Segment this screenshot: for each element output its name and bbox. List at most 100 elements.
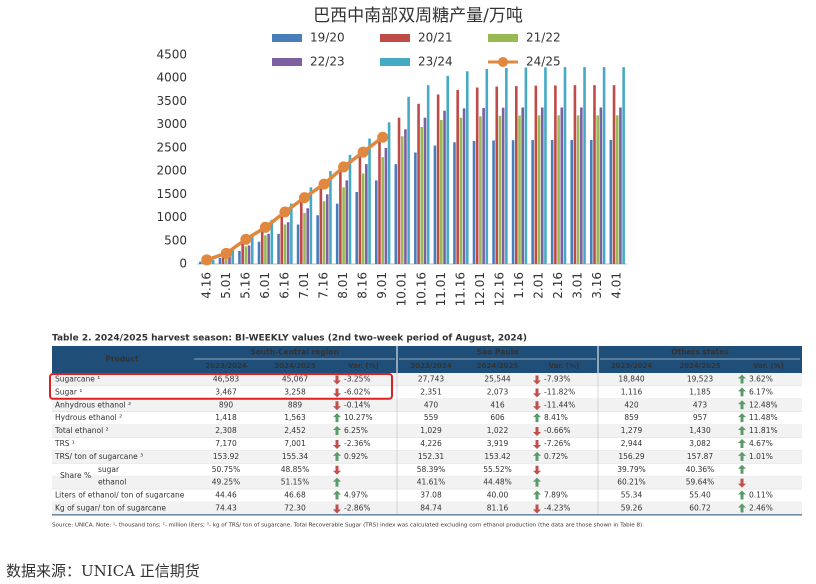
bar bbox=[404, 129, 407, 264]
bar bbox=[257, 241, 261, 264]
bar bbox=[345, 180, 349, 264]
legend-swatch bbox=[272, 58, 302, 66]
bar bbox=[554, 85, 557, 264]
footer: 数据来源：UNICA 正信期货 bbox=[6, 562, 200, 580]
bar bbox=[378, 140, 381, 264]
bar bbox=[557, 115, 560, 264]
row-label: Anhydrous ethanol ² bbox=[55, 400, 131, 409]
value-cell: 84.74 bbox=[420, 503, 442, 512]
line-point bbox=[299, 192, 310, 204]
trend-arrow bbox=[533, 451, 541, 461]
value-cell: 889 bbox=[288, 400, 303, 409]
value-cell: 44.48% bbox=[483, 478, 512, 487]
value-cell: 81.16 bbox=[487, 503, 509, 512]
bar bbox=[426, 85, 430, 264]
legend-label: 19/20 bbox=[310, 31, 345, 45]
value-cell: 46.68 bbox=[284, 491, 306, 500]
value-cell: 606 bbox=[490, 413, 505, 422]
bar bbox=[303, 212, 306, 264]
header-sub: Var. (%) bbox=[348, 362, 379, 370]
value-cell: 55.34 bbox=[621, 491, 643, 500]
value-cell: 59.64% bbox=[686, 478, 715, 487]
bar bbox=[479, 116, 482, 264]
row-bg bbox=[52, 398, 802, 412]
var-cell: 0.11% bbox=[749, 491, 773, 500]
bar bbox=[495, 86, 499, 265]
trend-arrow bbox=[333, 490, 341, 500]
row-bg bbox=[52, 373, 802, 386]
y-tick-label: 1500 bbox=[156, 187, 187, 201]
bar bbox=[290, 203, 293, 264]
bar bbox=[277, 233, 280, 264]
value-cell: 157.87 bbox=[687, 452, 713, 461]
var-cell: 6.17% bbox=[749, 387, 773, 396]
bar bbox=[296, 224, 300, 264]
y-tick-label: 3000 bbox=[156, 117, 187, 131]
line-point bbox=[279, 206, 291, 218]
bar bbox=[615, 115, 619, 264]
table-title: Table 2. 2024/2025 harvest season: BI-WE… bbox=[52, 334, 527, 344]
bar bbox=[472, 140, 476, 264]
bar bbox=[244, 246, 248, 264]
trend-arrow bbox=[533, 427, 541, 437]
bar bbox=[247, 245, 251, 264]
var-cell: 1.01% bbox=[749, 452, 773, 461]
trend-arrow bbox=[533, 439, 541, 449]
var-cell: 4.97% bbox=[344, 491, 368, 500]
trend-arrow bbox=[738, 464, 746, 474]
trend-arrow bbox=[533, 504, 541, 514]
value-cell: 3,082 bbox=[689, 439, 711, 448]
bar bbox=[417, 103, 420, 265]
bar bbox=[241, 238, 244, 264]
trend-arrow bbox=[738, 451, 746, 461]
value-cell: 18,840 bbox=[618, 374, 644, 383]
row-label: ethanol bbox=[98, 478, 126, 487]
value-cell: 19,523 bbox=[687, 374, 713, 383]
var-cell: -3.25% bbox=[344, 374, 371, 383]
bar bbox=[485, 68, 489, 264]
bar bbox=[570, 139, 574, 264]
value-cell: 58.39% bbox=[417, 465, 446, 474]
value-cell: 46,583 bbox=[213, 374, 239, 383]
bar bbox=[482, 107, 485, 265]
bar bbox=[358, 154, 362, 264]
bar bbox=[250, 236, 254, 264]
bar bbox=[300, 198, 303, 264]
bar bbox=[524, 67, 528, 264]
y-tick-label: 4000 bbox=[156, 71, 187, 85]
bar bbox=[456, 89, 459, 264]
x-tick-label: 8.16 bbox=[356, 272, 370, 299]
x-tick-label: 6.01 bbox=[258, 272, 272, 299]
bar bbox=[540, 107, 544, 264]
row-label: Sugar ¹ bbox=[55, 387, 82, 396]
value-cell: 1,418 bbox=[215, 413, 237, 422]
var-cell: 2.46% bbox=[749, 503, 773, 512]
header-sub: 2023/2024 bbox=[410, 362, 452, 370]
x-tick-label: 7.01 bbox=[297, 272, 311, 299]
value-cell: 470 bbox=[424, 400, 439, 409]
bar bbox=[580, 107, 583, 264]
legend-label: 20/21 bbox=[418, 31, 453, 45]
bar bbox=[596, 115, 599, 264]
value-cell: 44.46 bbox=[215, 491, 237, 500]
bar bbox=[387, 122, 391, 264]
row-bg bbox=[52, 476, 802, 490]
trend-arrow bbox=[333, 465, 341, 475]
x-tick-label: 5.01 bbox=[219, 272, 233, 299]
bar bbox=[440, 120, 443, 265]
trend-arrow bbox=[738, 387, 746, 397]
bar bbox=[609, 139, 613, 264]
value-cell: 1,116 bbox=[621, 387, 643, 396]
bar bbox=[270, 219, 274, 264]
x-tick-label: 12.16 bbox=[492, 272, 506, 306]
bar bbox=[355, 192, 359, 264]
bar bbox=[593, 85, 596, 264]
value-cell: 1,185 bbox=[689, 387, 711, 396]
var-cell: 4.67% bbox=[749, 439, 773, 448]
row-label: Total ethanol ² bbox=[54, 426, 109, 435]
x-tick-label: 3.01 bbox=[571, 272, 585, 299]
highlight-box bbox=[49, 373, 393, 400]
var-cell: 11.81% bbox=[749, 426, 778, 435]
var-cell: 11.48% bbox=[749, 413, 778, 422]
